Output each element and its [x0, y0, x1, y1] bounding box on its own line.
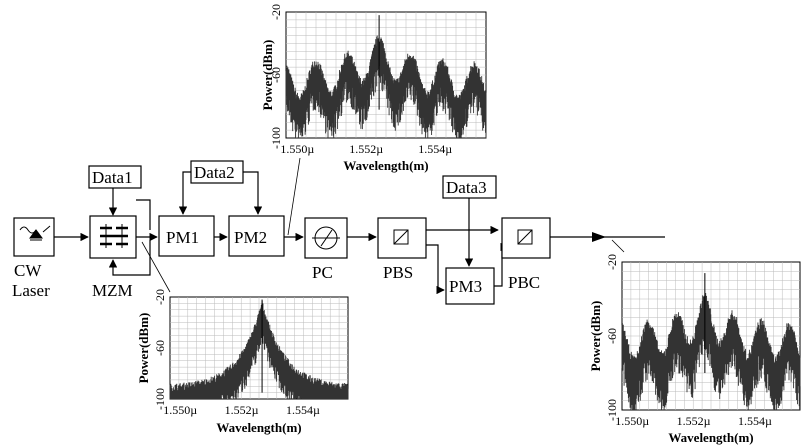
pm2-block [228, 215, 285, 257]
x-axis-label: Wavelength(m) [668, 430, 753, 445]
spectrum-plot-bottom-right: 1.550µ 1.552µ 1.554µ -20 -60 -100 Wavelength(m… [588, 254, 801, 445]
x-tick-label: 1.554µ [738, 414, 772, 428]
data3-label: Data3 [446, 178, 487, 197]
x-tick-label: 1.552µ [677, 414, 711, 428]
splitter-icon [393, 229, 409, 245]
y-tick-label: -100 [269, 127, 283, 149]
pbc-label: PBC [508, 273, 540, 292]
pm1-label: PM1 [166, 228, 199, 247]
pbc-block [501, 217, 551, 259]
x-tick-label: 1.554µ [418, 142, 452, 156]
pm2-label: PM2 [234, 228, 267, 247]
spectrum-plot-top: 1.550µ 1.552µ 1.554µ -20 -60 -100 Wavelength(m… [260, 4, 487, 173]
pm3-block [445, 267, 495, 305]
pbs-label: PBS [383, 263, 413, 282]
spectrum-trace [621, 293, 801, 410]
polarization-icon [312, 226, 340, 250]
y-axis-label: Power(dBm) [260, 40, 275, 111]
combiner-icon [517, 229, 533, 245]
pc-label: PC [312, 263, 333, 282]
x-axis-label: Wavelength(m) [343, 158, 428, 173]
pm1-block [158, 215, 215, 257]
probe-line-mzm [141, 241, 171, 293]
y-tick-label: -100 [153, 388, 167, 410]
modulator-icon [100, 224, 128, 248]
cw-laser-block [13, 217, 55, 257]
x-tick-label: 1.550µ [163, 403, 197, 417]
y-tick-label: -20 [153, 289, 167, 305]
cw-label: CW [14, 261, 42, 280]
x-tick-label: 1.552µ [225, 403, 259, 417]
probe-line-pm2 [287, 157, 301, 236]
data1-box [88, 165, 142, 189]
pbs-block [377, 217, 427, 259]
pc-block [304, 217, 348, 259]
x-axis-label: Wavelength(m) [216, 420, 301, 435]
mzm-label: MZM [92, 281, 133, 300]
mzm-block [89, 215, 137, 259]
probe-line-pbc [611, 239, 625, 253]
data2-label: Data2 [194, 163, 235, 182]
spectrum-trace [285, 35, 487, 138]
spectrum-plot-bottom-left: 1.550µ 1.552µ 1.554µ -20 -60 -100 Wavelength(m… [136, 289, 349, 435]
y-tick-label: -60 [269, 67, 283, 83]
x-tick-label: 1.550µ [280, 142, 314, 156]
y-tick-label: -60 [153, 340, 167, 356]
x-tick-label: 1.554µ [286, 403, 320, 417]
y-tick-label: -20 [605, 254, 619, 270]
laser-icon [19, 225, 51, 241]
y-tick-label: -60 [605, 328, 619, 344]
y-tick-label: -20 [269, 4, 283, 20]
x-tick-label: 1.550µ [615, 414, 649, 428]
y-axis-label: Power(dBm) [588, 301, 603, 372]
y-tick-label: -100 [605, 399, 619, 421]
data1-label: Data1 [92, 168, 133, 187]
x-tick-label: 1.552µ [349, 142, 383, 156]
y-axis-label: Power(dBm) [136, 313, 151, 384]
laser-label: Laser [12, 281, 50, 300]
spectrum-trace [169, 300, 349, 399]
pm3-label: PM3 [449, 277, 482, 296]
